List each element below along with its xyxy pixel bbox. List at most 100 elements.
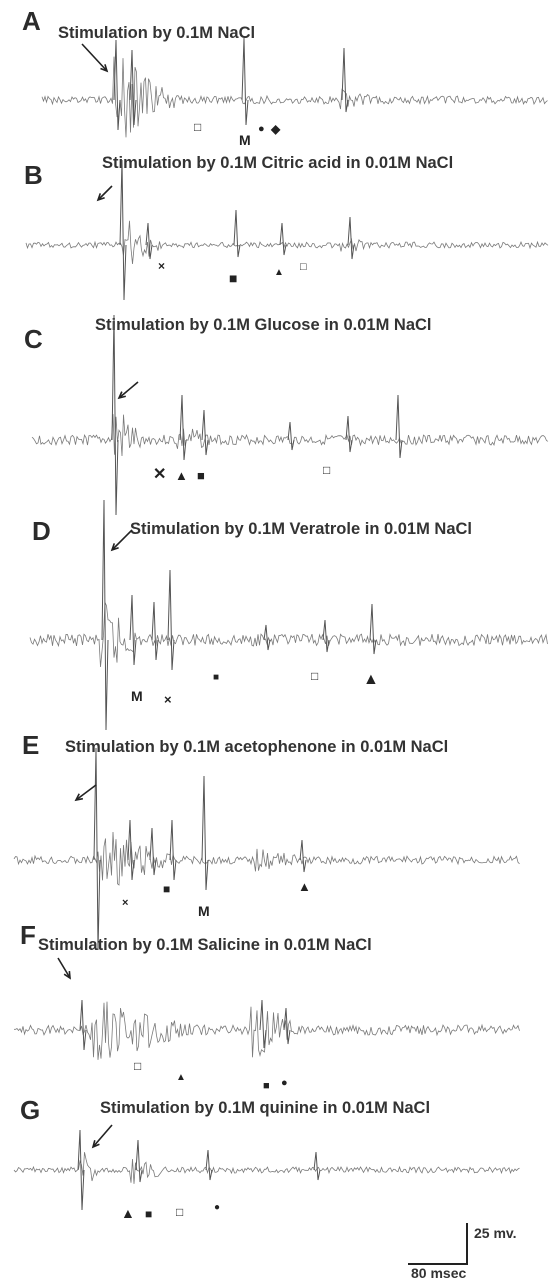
stimulus-arrow-head	[117, 391, 126, 400]
stimulus-arrow	[97, 185, 113, 201]
marker-cross: ×	[158, 259, 166, 273]
spike	[283, 1007, 291, 1045]
marker-diamond: ◆	[271, 122, 281, 136]
marker-cross: ×	[164, 692, 172, 707]
spike	[111, 314, 119, 516]
marker-triangle: ▲	[363, 671, 379, 688]
panel-letter: F	[20, 920, 36, 950]
spike	[135, 1139, 143, 1183]
panel-e: E Stimulation by 0.1M acetophenone in 0.…	[0, 730, 556, 951]
time-scale-label: 80 msec	[411, 1265, 467, 1281]
spike	[395, 394, 403, 459]
panel-title: Stimulation by 0.1M Citric acid in 0.01M…	[102, 154, 454, 172]
spike	[287, 421, 295, 451]
recording-trace	[25, 159, 549, 301]
panel-title: Stimulation by 0.1M Veratrole in 0.01M N…	[130, 520, 473, 538]
spike	[151, 601, 159, 661]
marker-filled-square: ■	[263, 1080, 270, 1092]
amplitude-scale-bar	[466, 1223, 468, 1265]
spike	[369, 603, 377, 655]
stimulus-arrow-head	[91, 1140, 100, 1149]
marker-cross: ✕	[153, 466, 167, 483]
spike	[167, 569, 175, 671]
marker-filled-square: ■	[229, 270, 238, 286]
panel-title: Stimulation by 0.1M acetophenone in 0.01…	[65, 738, 449, 756]
spike	[341, 47, 349, 113]
panel-a: A Stimulation by 0.1M NaCl □ M ● ◆	[0, 0, 556, 150]
marker-triangle: ▲	[176, 1072, 186, 1083]
spike	[179, 394, 187, 461]
spike	[313, 1151, 321, 1181]
spike	[241, 37, 249, 126]
marker-filled-square: ■	[197, 468, 205, 483]
panel-letter: A	[22, 6, 41, 36]
marker-m: M	[239, 132, 251, 148]
panel-letter: E	[22, 730, 40, 760]
stimulus-arrow-head	[100, 64, 109, 73]
panel-letter: G	[20, 1095, 41, 1125]
marker-open-square: □	[311, 669, 319, 683]
spike	[79, 999, 87, 1051]
spike	[345, 415, 353, 453]
recording-trace	[41, 37, 548, 138]
trace-waveform	[41, 56, 548, 138]
panel-title: Stimulation by 0.1M NaCl	[58, 24, 256, 42]
stimulus-arrow	[92, 1124, 113, 1148]
marker-filled-square: ■	[145, 1207, 153, 1221]
spike	[149, 827, 157, 876]
marker-m: M	[131, 688, 143, 704]
spike	[93, 747, 101, 951]
marker-triangle: ▲	[175, 468, 188, 483]
spike	[299, 839, 307, 873]
stimulus-arrow	[111, 529, 133, 551]
marker-open-square: □	[176, 1205, 184, 1219]
panel-c: C Stimulation by 0.1M Glucose in 0.01M N…	[0, 300, 556, 516]
stimulus-arrow	[81, 43, 108, 72]
spike	[233, 209, 241, 258]
spike	[77, 1129, 85, 1211]
recording-trace	[13, 1124, 520, 1211]
panel-b: B Stimulation by 0.1M Citric acid in 0.0…	[0, 150, 556, 301]
spike	[113, 39, 121, 131]
marker-filled-square: ■	[213, 672, 220, 683]
marker-filled-square: ■	[163, 882, 171, 896]
trace-waveform	[13, 831, 520, 886]
spike	[347, 216, 355, 260]
spike	[279, 222, 287, 256]
spike	[201, 775, 209, 891]
trace-waveform	[29, 602, 548, 668]
panel-d: D Stimulation by 0.1M Veratrole in 0.01M…	[0, 480, 556, 731]
marker-triangle: ▲	[121, 1205, 135, 1221]
time-scale-bar	[408, 1263, 468, 1265]
stimulus-arrow	[75, 784, 97, 801]
panel-letter: B	[24, 160, 43, 190]
trace-waveform	[13, 1152, 520, 1184]
stimulus-arrow	[118, 381, 139, 399]
marker-triangle: ▲	[274, 267, 284, 278]
marker-dot: ●	[258, 123, 265, 135]
trace-waveform	[13, 1001, 520, 1060]
panel-letter: D	[32, 516, 51, 546]
marker-dot: ●	[214, 1202, 221, 1213]
spike	[119, 159, 127, 301]
amplitude-scale-label: 25 mv.	[474, 1225, 517, 1241]
spike	[129, 594, 137, 666]
spike	[263, 624, 271, 651]
spike	[101, 499, 109, 731]
stimulus-arrow-head	[96, 193, 105, 202]
panel-f: F Stimulation by 0.1M Salicine in 0.01M …	[0, 920, 556, 1095]
spike	[145, 222, 153, 260]
panel-title: Stimulation by 0.1M quinine in 0.01M NaC…	[100, 1099, 431, 1117]
marker-m: M	[198, 903, 210, 919]
spike	[259, 999, 267, 1049]
panel-g: G Stimulation by 0.1M quinine in 0.01M N…	[0, 1095, 556, 1281]
spike	[127, 819, 135, 881]
trace-waveform	[31, 414, 549, 457]
marker-triangle: ▲	[298, 879, 311, 894]
spike	[129, 49, 137, 126]
stimulus-arrow-head	[63, 970, 71, 980]
spike	[169, 819, 177, 881]
spike	[322, 619, 330, 653]
trace-waveform	[25, 220, 549, 265]
panel-title: Stimulation by 0.1M Salicine in 0.01M Na…	[38, 936, 372, 954]
